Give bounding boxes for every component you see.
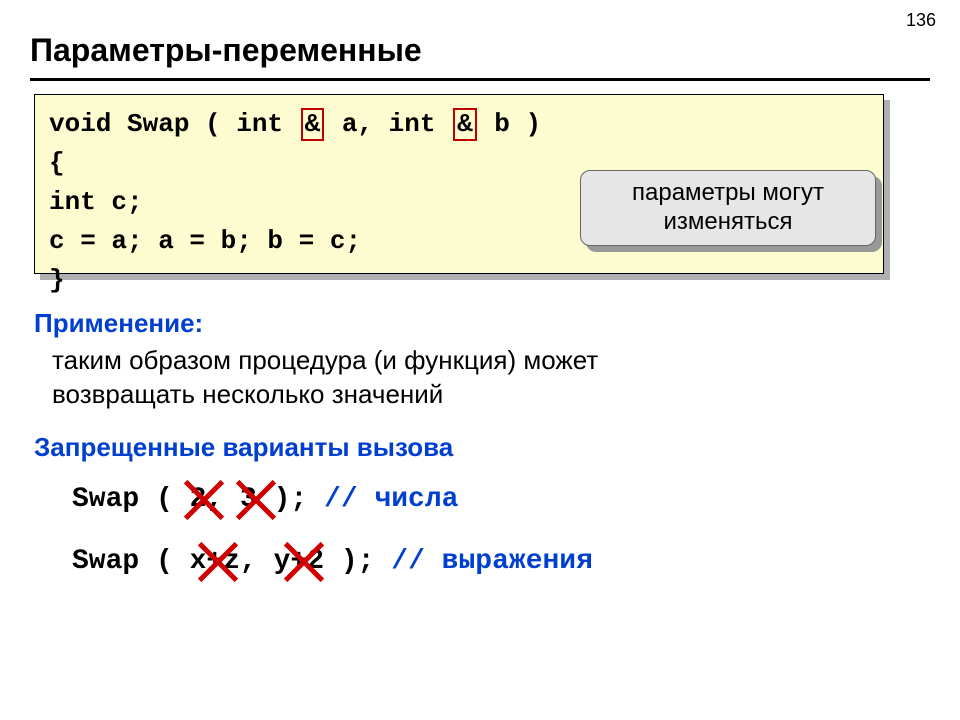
code-frag: void Swap ( int xyxy=(49,109,299,139)
bad-call-2-code: Swap ( x+z, y+2 ); xyxy=(72,546,391,577)
code-frag: a, int xyxy=(326,109,451,139)
bad-call-2: Swap ( x+z, y+2 ); // выражения xyxy=(72,546,593,577)
code-line-5: } xyxy=(49,261,869,300)
page-number: 136 xyxy=(906,10,936,31)
bad-call-2-comment: // выражения xyxy=(391,546,593,577)
callout-line-2: изменяться xyxy=(581,208,875,237)
code-frag: b ) xyxy=(479,109,541,139)
bad-call-1: Swap ( 2, 3 ); // числа xyxy=(72,484,458,515)
usage-body-line2: возвращать несколько значений xyxy=(52,378,598,412)
callout-line-1: параметры могут xyxy=(581,179,875,208)
forbidden-label: Запрещенные варианты вызова xyxy=(34,432,453,463)
usage-body: таким образом процедура (и функция) може… xyxy=(52,344,598,412)
bad-call-1-comment: // числа xyxy=(324,484,458,515)
callout-box: параметры могут изменяться xyxy=(580,170,876,246)
ref-amp-box-1: & xyxy=(301,108,325,141)
usage-body-line1: таким образом процедура (и функция) може… xyxy=(52,344,598,378)
slide-title: Параметры-переменные xyxy=(30,32,422,69)
bad-call-1-code: Swap ( 2, 3 ); xyxy=(72,484,324,515)
usage-label: Применение: xyxy=(34,308,203,339)
code-line-1: void Swap ( int & a, int & b ) xyxy=(49,105,869,144)
ref-amp-box-2: & xyxy=(453,108,477,141)
title-underline xyxy=(30,78,930,81)
